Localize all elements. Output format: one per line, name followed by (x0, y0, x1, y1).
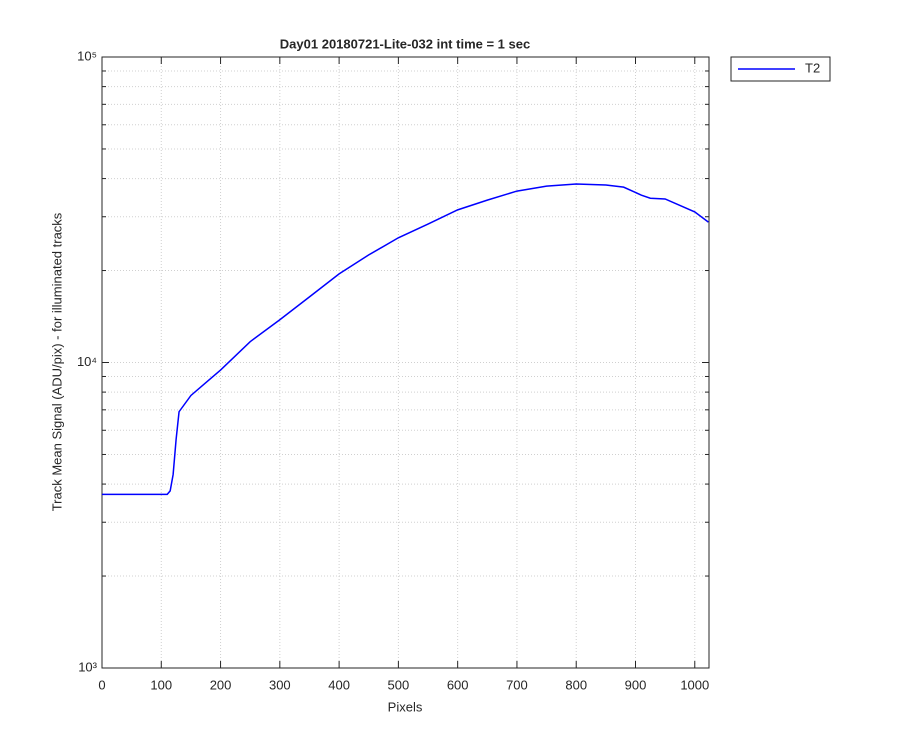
x-tick-label: 900 (625, 677, 647, 692)
x-tick-label: 700 (506, 677, 528, 692)
chart-title: Day01 20180721-Lite-032 int time = 1 sec (280, 36, 530, 51)
y-tick-label: 10⁴ (77, 354, 97, 369)
x-tick-label: 800 (565, 677, 587, 692)
x-tick-label: 1000 (680, 677, 709, 692)
y-axis-label: Track Mean Signal (ADU/pix) - for illumi… (49, 212, 64, 511)
y-tick-label: 10³ (78, 659, 97, 674)
x-tick-label: 200 (210, 677, 232, 692)
series-line (102, 183, 709, 496)
x-tick-label: 100 (150, 677, 172, 692)
x-tick-label: 0 (98, 677, 105, 692)
x-tick-label: 300 (269, 677, 291, 692)
legend-label: T2 (805, 60, 820, 75)
plot-frame (101, 56, 710, 669)
x-tick-label: 600 (447, 677, 469, 692)
x-tick-label: 400 (328, 677, 350, 692)
x-axis-label: Pixels (388, 699, 423, 714)
x-tick-label: 500 (388, 677, 410, 692)
y-tick-label: 10⁵ (77, 48, 97, 63)
